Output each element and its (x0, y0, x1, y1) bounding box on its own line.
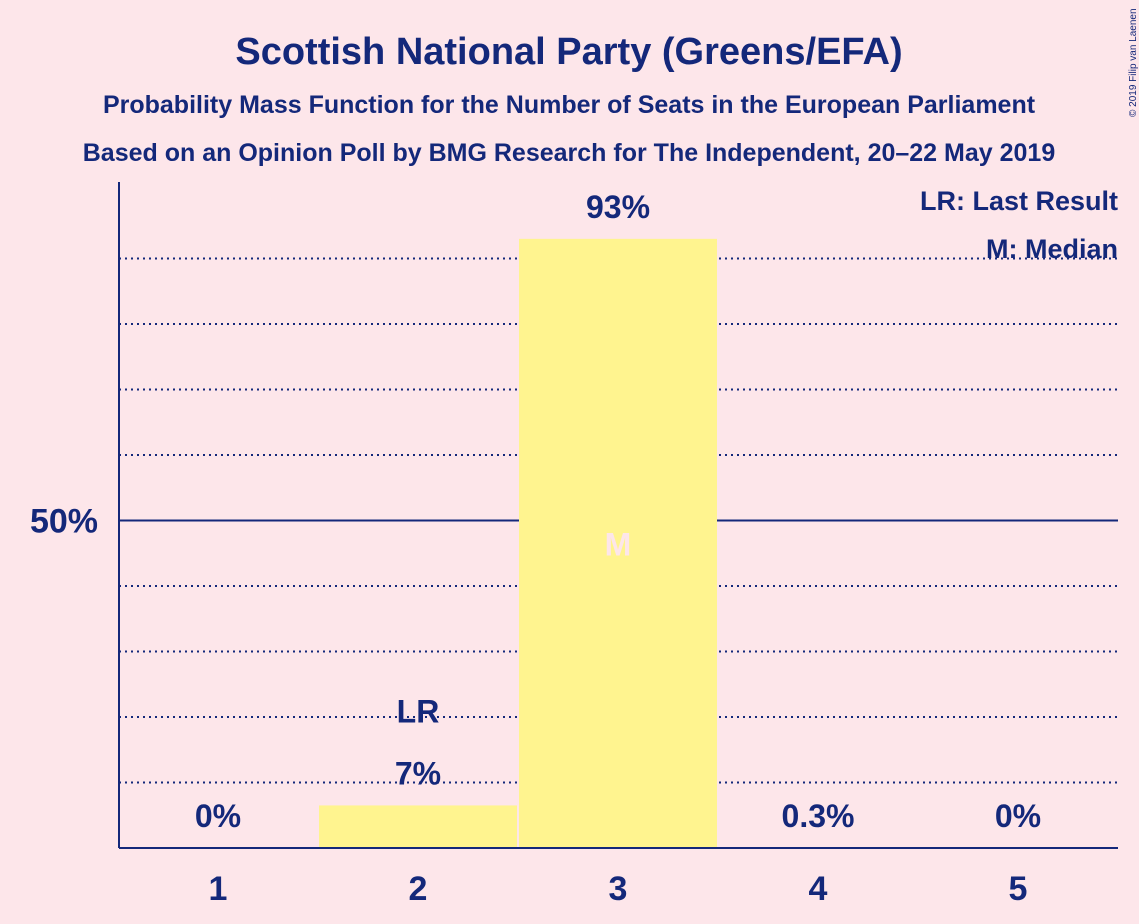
bars (319, 238, 717, 849)
chart-subtitle-2: Based on an Opinion Poll by BMG Research… (83, 139, 1055, 167)
axes (118, 182, 1118, 849)
bar-2 (319, 805, 517, 848)
value-label-1: 0% (195, 798, 241, 834)
bar-3 (519, 238, 717, 849)
y-tick-label-50: 50% (30, 503, 98, 541)
value-label-2: 7% (395, 755, 441, 791)
chart-title: Scottish National Party (Greens/EFA) (235, 31, 902, 73)
last-result-marker: LR (397, 693, 440, 729)
x-tick-label-4: 4 (809, 870, 828, 908)
value-label-5: 0% (995, 798, 1041, 834)
chart-subtitle: Probability Mass Function for the Number… (103, 91, 1036, 119)
x-tick-label-5: 5 (1009, 870, 1028, 908)
median-marker: M (605, 526, 632, 562)
legend-last-result: LR: Last Result (920, 186, 1118, 216)
x-tick-label-1: 1 (209, 870, 228, 908)
value-label-3: 93% (586, 189, 650, 225)
x-tick-label-3: 3 (609, 870, 628, 908)
copyright-text: © 2019 Filip van Laenen (1128, 8, 1139, 117)
x-tick-label-2: 2 (409, 870, 428, 908)
legend-median: M: Median (986, 234, 1118, 264)
value-label-4: 0.3% (782, 798, 855, 834)
